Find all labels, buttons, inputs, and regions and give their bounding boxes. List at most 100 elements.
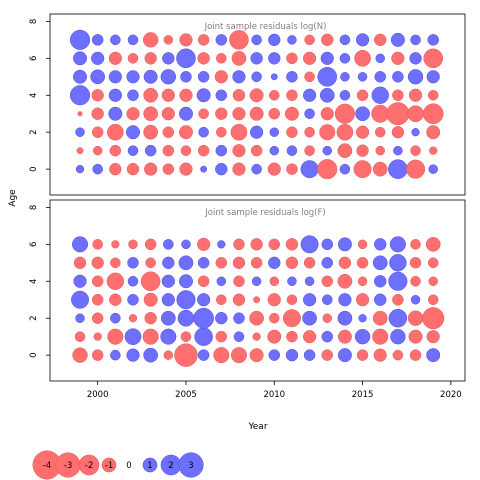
residual-bubble xyxy=(410,239,421,250)
residual-bubble xyxy=(215,330,228,343)
residual-bubble xyxy=(144,144,157,157)
residual-bubble xyxy=(374,33,387,47)
residual-bubble xyxy=(127,89,139,102)
residual-bubble xyxy=(317,67,338,87)
residual-bubble xyxy=(91,349,104,361)
residual-bubble xyxy=(423,48,443,69)
residual-bubble xyxy=(91,312,104,324)
residual-bubble xyxy=(302,310,317,326)
residual-bubble xyxy=(163,239,174,250)
residual-bubble xyxy=(144,312,157,325)
residual-bubble xyxy=(142,328,159,345)
residual-bubble xyxy=(163,350,174,360)
residual-bubble xyxy=(145,257,156,269)
residual-bubble xyxy=(179,33,193,47)
residual-bubble xyxy=(232,256,246,269)
residual-bubble xyxy=(177,309,195,327)
residual-bubble xyxy=(407,69,424,85)
legend-bubble xyxy=(101,457,117,473)
legend-item: -1 xyxy=(101,457,117,473)
residual-bubble xyxy=(91,107,104,120)
residual-bubble xyxy=(216,294,227,306)
residual-bubble xyxy=(426,348,441,363)
residual-bubble xyxy=(336,123,354,141)
residual-bubble xyxy=(162,256,175,269)
residual-bubble xyxy=(232,107,246,121)
residual-bubble xyxy=(427,294,439,306)
residual-bubble xyxy=(69,85,91,106)
residual-bubble xyxy=(76,147,84,155)
residual-bubble xyxy=(197,349,210,361)
residual-bubble xyxy=(372,255,388,271)
residual-bubble xyxy=(282,309,301,328)
residual-bubble xyxy=(425,236,441,252)
residual-bubble xyxy=(108,88,122,102)
residual-bubble xyxy=(127,53,139,64)
residual-bubble xyxy=(160,310,176,326)
residual-bubble xyxy=(197,237,211,251)
residual-bubble xyxy=(107,328,124,345)
residual-bubble xyxy=(72,347,88,363)
residual-bubble xyxy=(161,107,175,121)
residual-bubble xyxy=(216,53,227,64)
residual-bubble xyxy=(284,106,299,121)
residual-bubble xyxy=(303,257,316,269)
residual-bubble xyxy=(356,89,369,102)
residual-bubble xyxy=(287,35,297,45)
residual-bubble xyxy=(214,70,228,84)
residual-bubble xyxy=(334,103,355,124)
residual-bubble xyxy=(337,329,352,344)
residual-bubble xyxy=(106,123,124,141)
residual-bubble xyxy=(354,49,371,67)
residual-bubble xyxy=(391,126,405,139)
residual-bubble xyxy=(426,125,441,140)
residual-bubble xyxy=(229,30,249,50)
residual-bubble xyxy=(180,331,192,342)
residual-bubble xyxy=(198,108,209,120)
residual-bubble xyxy=(252,332,261,341)
residual-bubble xyxy=(144,162,158,176)
residual-bubble xyxy=(355,125,370,139)
residual-bubble xyxy=(374,293,387,306)
residual-bubble xyxy=(354,328,371,345)
residual-bubble xyxy=(286,145,298,156)
residual-bubble xyxy=(285,256,299,269)
residual-bubble xyxy=(320,51,334,65)
residual-bubble xyxy=(91,293,104,306)
residual-bubble xyxy=(250,144,263,157)
residual-bubble xyxy=(91,34,104,46)
residual-bubble xyxy=(162,163,175,175)
residual-bubble xyxy=(127,145,139,156)
residual-bubble xyxy=(304,34,315,46)
residual-bubble xyxy=(126,162,140,176)
residual-bubble xyxy=(321,238,334,251)
residual-bubble xyxy=(249,348,264,363)
residual-bubble xyxy=(176,48,196,69)
residual-bubble xyxy=(251,34,262,46)
residual-bubble xyxy=(355,293,370,307)
residual-bubble xyxy=(143,69,158,84)
legend-label: 0 xyxy=(126,461,131,471)
residual-bubble xyxy=(249,310,264,326)
residual-bubble xyxy=(73,69,88,84)
residual-bubble xyxy=(410,294,421,305)
residual-bubble xyxy=(161,88,175,102)
residual-bubble xyxy=(303,349,316,361)
y-tick-label: 0 xyxy=(29,352,39,357)
residual-bubble xyxy=(197,71,210,83)
residual-bubble xyxy=(304,145,315,156)
residual-bubble xyxy=(69,29,91,50)
y-tick-label: 8 xyxy=(29,205,39,210)
y-tick-label: 2 xyxy=(29,315,39,320)
residual-bubble xyxy=(216,126,227,138)
residual-bubble xyxy=(374,275,387,288)
residual-bubble xyxy=(126,125,140,140)
residual-bubble xyxy=(215,89,228,102)
y-tick-label: 0 xyxy=(29,166,39,171)
residual-bubble xyxy=(92,145,103,156)
residual-bubble xyxy=(232,162,246,176)
residual-bubble xyxy=(230,347,247,364)
residual-bubble xyxy=(127,275,139,287)
residual-bubble xyxy=(110,257,121,269)
residual-bubble xyxy=(302,293,317,307)
